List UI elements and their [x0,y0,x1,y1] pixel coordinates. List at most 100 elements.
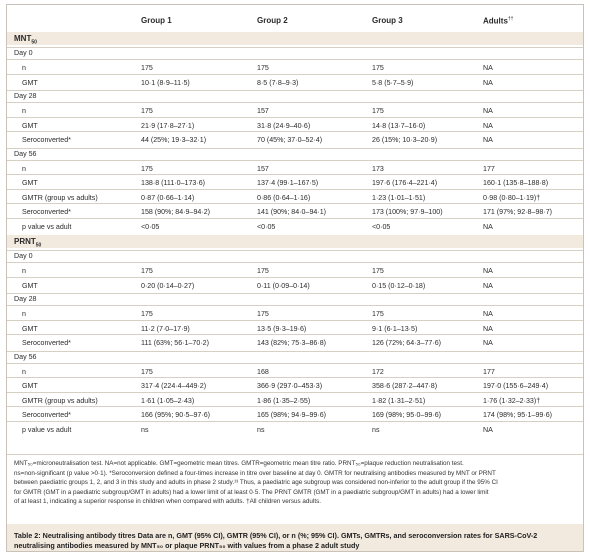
row-divider [7,102,583,103]
row-label: GMTR (group vs adults) [22,193,98,202]
table-cell: 175 [257,267,269,275]
row-divider [7,319,583,321]
section-name: MNT [14,34,32,43]
section-subscript: 50 [35,242,42,249]
row-divider [7,131,583,132]
table-cell: 111 (63%; 56·1–70·2) [141,339,209,347]
row-label: GMT [22,382,38,390]
table-cell: 0·98 (0·80–1·19)† [483,193,541,202]
table-cell: 137·4 (99·1–167·5) [257,179,319,187]
row-label: n [22,367,26,376]
row-label: GMT [22,281,38,290]
table-cell: 165 (98%; 94·9–99·6) [257,411,327,419]
column-header-group-1: Group 1 [141,16,172,25]
section-subscript: 50 [31,39,37,46]
table-cell: 44 (25%; 19·3–32·1) [141,136,207,144]
table-cell: 175 [372,107,384,115]
table-cell: 175 [141,107,153,115]
table-cell: 175 [372,267,384,275]
table-cell: 160·1 (135·8–188·8) [483,179,549,187]
row-label: n [22,107,26,115]
section-name: PRNT [14,237,36,246]
caption-line: Table 2: Neutralising antibody titres Da… [14,531,538,540]
table-cell: 10·1 (8·9–11·5) [141,78,190,87]
table-cell: 1·61 (1·05–2·43) [141,396,195,405]
row-divider [7,293,583,294]
footnote-line: for GMTR (GMT in a paediatric subgroup/G… [14,488,489,496]
table-cell: ns [141,425,149,434]
table-cell: 11·2 (7·0–17·9) [141,324,190,333]
table-cell: 21·9 (17·8–27·1) [141,121,195,130]
row-divider [7,334,583,335]
table-cell: 173 (100%; 97·9–100) [372,208,443,216]
caption-line: neutralising antibodies measured by MNT₅… [14,541,360,550]
table-cell: NA [483,267,493,275]
table-cell: <0·05 [372,222,391,231]
table-header: Group 1 Group 2 Group 3 Adults†† [7,5,583,31]
table-cell: NA [483,78,493,87]
table-cell: NA [483,425,493,434]
table-cell: 8·5 (7·8–9·3) [257,78,299,87]
table-cell: 0·11 (0·09–0·14) [257,281,310,290]
table-cell: NA [483,324,493,333]
table-cell: 157 [257,107,269,115]
footnote-line: MNT₅₀=microneutralisation test. NA=not a… [14,460,464,467]
table-cell: 26 (15%; 10·3–20·9) [372,136,438,144]
row-label: Seroconverted* [22,339,71,347]
row-divider [7,406,583,407]
table-cell: 175 [141,164,153,173]
row-divider [7,159,583,161]
table-cell: 197·6 (176·4–221·4) [372,179,438,187]
table-cell: ns [372,425,380,434]
row-label: GMT [22,78,38,87]
table-cell: 171 (97%; 92·8–98·7) [483,208,553,216]
table-caption: Table 2: Neutralising antibody titres Da… [14,531,577,551]
table-cell: 0·87 (0·66–1·14) [141,193,195,202]
row-divider [7,203,583,204]
row-divider [7,362,583,364]
day-label: Day 56 [14,352,37,361]
row-label: n [22,164,26,173]
table-cell: 141 (90%; 84·0–94·1) [257,208,327,216]
table-cell: 175 [372,310,384,318]
table-cell: <0·05 [141,222,160,231]
table-cell: 138·8 (111·0–173·6) [141,179,206,187]
table-cell: 157 [257,164,269,173]
section-band [7,235,583,248]
row-label: n [22,310,26,318]
row-divider [7,59,583,60]
section-title: PRNT50 [14,237,41,249]
table-cell: 0·20 (0·14–0·27) [141,281,195,290]
table-cell: NA [483,64,493,72]
table-cell: 358·6 (287·2–447·8) [372,382,438,390]
day-label: Day 28 [14,92,37,100]
table-cell: 175 [141,310,153,318]
row-label: Seroconverted* [22,411,71,419]
table-cell: NA [483,281,493,290]
column-header-adults: Adults†† [483,16,514,26]
table-cell: 175 [257,64,269,72]
table-cell: 1·76 (1·32–2·33)† [483,396,541,405]
row-label: GMT [22,324,38,333]
footnote-divider [7,454,583,455]
caption-band [7,524,583,551]
table-cell: 31·8 (24·9–40·6) [257,121,311,130]
table-cell: 0·86 (0·64–1·16) [257,193,311,202]
row-label: Seroconverted* [22,136,71,144]
row-label: GMTR (group vs adults) [22,396,98,405]
table-cell: 175 [372,64,384,72]
table-page: Group 1 Group 2 Group 3 Adults†† MNT50 Da… [6,4,584,552]
day-label: Day 56 [14,149,37,158]
table-cell: 126 (72%; 64·3–77·6) [372,339,442,347]
row-divider [7,90,583,91]
row-divider [7,350,583,352]
table-cell: NA [483,339,493,347]
table-cell: 366·9 (297·0–453·3) [257,382,323,390]
table-cell: 175 [141,64,153,72]
table-cell: 1·86 (1·35–2·55) [257,396,311,405]
table-cell: NA [483,222,493,231]
row-divider [7,147,583,149]
table-cell: 1·23 (1·01–1·51) [372,193,426,202]
row-divider [7,391,583,393]
day-label: Day 0 [14,252,33,260]
